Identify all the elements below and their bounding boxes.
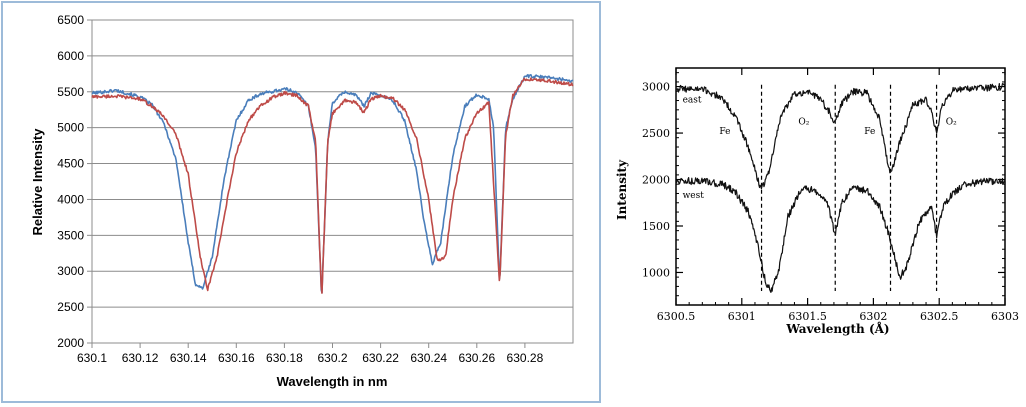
left-y-tick-label: 4500 [57, 157, 84, 171]
right-series-east-line [675, 83, 1006, 190]
left-x-tick-labels: 630.1 630.12 630.14 630.16 630.18 630.2 630.22… [77, 351, 544, 365]
right-series-group [675, 83, 1006, 294]
right-x-tick-label: 6303 [991, 310, 1019, 323]
left-plot-area [91, 19, 574, 344]
left-y-tick-label: 2000 [57, 336, 84, 350]
right-x-tick-label: 6300.5 [657, 310, 696, 323]
left-y-tick-label: 5000 [57, 121, 84, 135]
left-x-tick-label: 630.28 [507, 351, 544, 365]
right-x-axis-title: Wavelength (Å) [785, 321, 889, 336]
left-chart: 2000 2500 3000 3500 4000 4500 5000 5500 6000 6500… [1, 1, 601, 403]
left-series-blue-line [91, 73, 574, 294]
left-y-tick-label: 3500 [57, 228, 84, 242]
left-x-tick-label: 630.12 [122, 351, 159, 365]
left-x-axis-title: Wavelength in nm [277, 374, 388, 389]
right-series-west-line [675, 176, 1006, 294]
left-chart-frame [1, 1, 601, 403]
left-series-group [91, 73, 574, 294]
left-y-axis-title: Relative Intensity [30, 128, 45, 236]
left-x-tick-label: 630.2 [317, 351, 347, 365]
right-annotation-label: west [683, 191, 705, 201]
left-x-tick-label: 630.22 [362, 351, 399, 365]
right-y-tick-label: 1500 [642, 220, 670, 233]
right-annotation-label: Fe [719, 127, 730, 137]
left-y-tick-label: 3000 [57, 264, 84, 278]
right-y-tick-label: 3000 [642, 81, 670, 94]
right-annotations: east Fe O₂ Fe O₂ west [683, 95, 958, 201]
right-annotation-label: O₂ [798, 118, 809, 128]
left-x-tick-label: 630.24 [410, 351, 447, 365]
left-y-tick-label: 6500 [57, 13, 84, 27]
right-y-tick-label: 2000 [642, 174, 670, 187]
right-y-tick-label: 1000 [642, 266, 670, 279]
right-x-tick-label: 6302 [859, 310, 887, 323]
left-x-tick-label: 630.1 [77, 351, 107, 365]
right-x-tick-labels: 6300.5 6301 6301.5 6302 6302.5 6303 [657, 68, 1019, 323]
left-y-tick-label: 2500 [57, 300, 84, 314]
right-plot-frame [675, 67, 1006, 306]
left-series-red-line [91, 77, 574, 294]
right-x-tick-label: 6302.5 [920, 310, 959, 323]
right-y-tick-label: 2500 [642, 127, 670, 140]
left-y-tick-label: 6000 [57, 49, 84, 63]
left-y-tick-label: 5500 [57, 85, 84, 99]
left-x-tick-label: 630.16 [218, 351, 255, 365]
left-y-tick-label: 4000 [57, 192, 84, 206]
right-annotation-label: east [683, 95, 702, 105]
right-reference-lines [760, 84, 938, 291]
left-x-tick-label: 630.14 [170, 351, 207, 365]
right-y-axis-title: Intensity [615, 159, 629, 220]
right-annotation-label: O₂ [946, 118, 957, 128]
left-x-tick-label: 630.18 [266, 351, 303, 365]
right-x-tick-label: 6301 [728, 310, 756, 323]
left-y-tick-labels: 2000 2500 3000 3500 4000 4500 5000 5500 6000 6500 [57, 13, 84, 350]
right-annotation-label: Fe [864, 127, 875, 137]
left-x-tick-label: 630.26 [458, 351, 495, 365]
right-x-tick-label: 6301.5 [788, 310, 827, 323]
right-y-tick-labels: 1000 1500 2000 2500 3000 [642, 72, 1005, 297]
